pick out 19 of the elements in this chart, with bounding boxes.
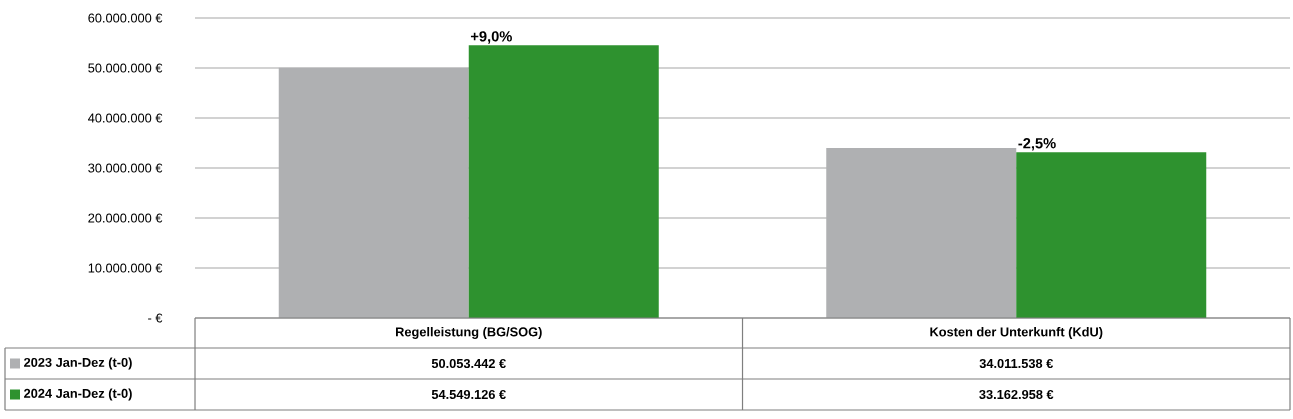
- y-tick-label: 30.000.000 €: [88, 163, 163, 173]
- y-tick-label: 50.000.000 €: [88, 63, 163, 73]
- data-label: 50.053.442 €: [431, 358, 506, 369]
- legend-label: 2023 Jan-Dez (t-0): [24, 357, 132, 370]
- data-label: 54.549.126 €: [431, 389, 506, 400]
- y-tick-label: 10.000.000 €: [88, 263, 163, 273]
- bar: [468, 45, 659, 318]
- annotation: +9,0%: [470, 31, 512, 44]
- legend-label: 2024 Jan-Dez (t-0): [24, 388, 132, 401]
- y-tick-label: 60.000.000 €: [88, 13, 163, 23]
- x-tick-label: Kosten der Unterkunft (KdU): [930, 327, 1103, 339]
- y-tick-label: 20.000.000 €: [88, 213, 163, 223]
- data-label: 33.162.958 €: [979, 389, 1054, 400]
- y-tick-label: 40.000.000 €: [88, 113, 163, 123]
- annotation: -2,5%: [1018, 138, 1056, 151]
- data-label: 34.011.538 €: [979, 358, 1054, 369]
- x-tick-label: Regelleistung (BG/SOG): [396, 327, 542, 339]
- y-tick-label: - €: [148, 313, 163, 323]
- bar: [1016, 152, 1207, 318]
